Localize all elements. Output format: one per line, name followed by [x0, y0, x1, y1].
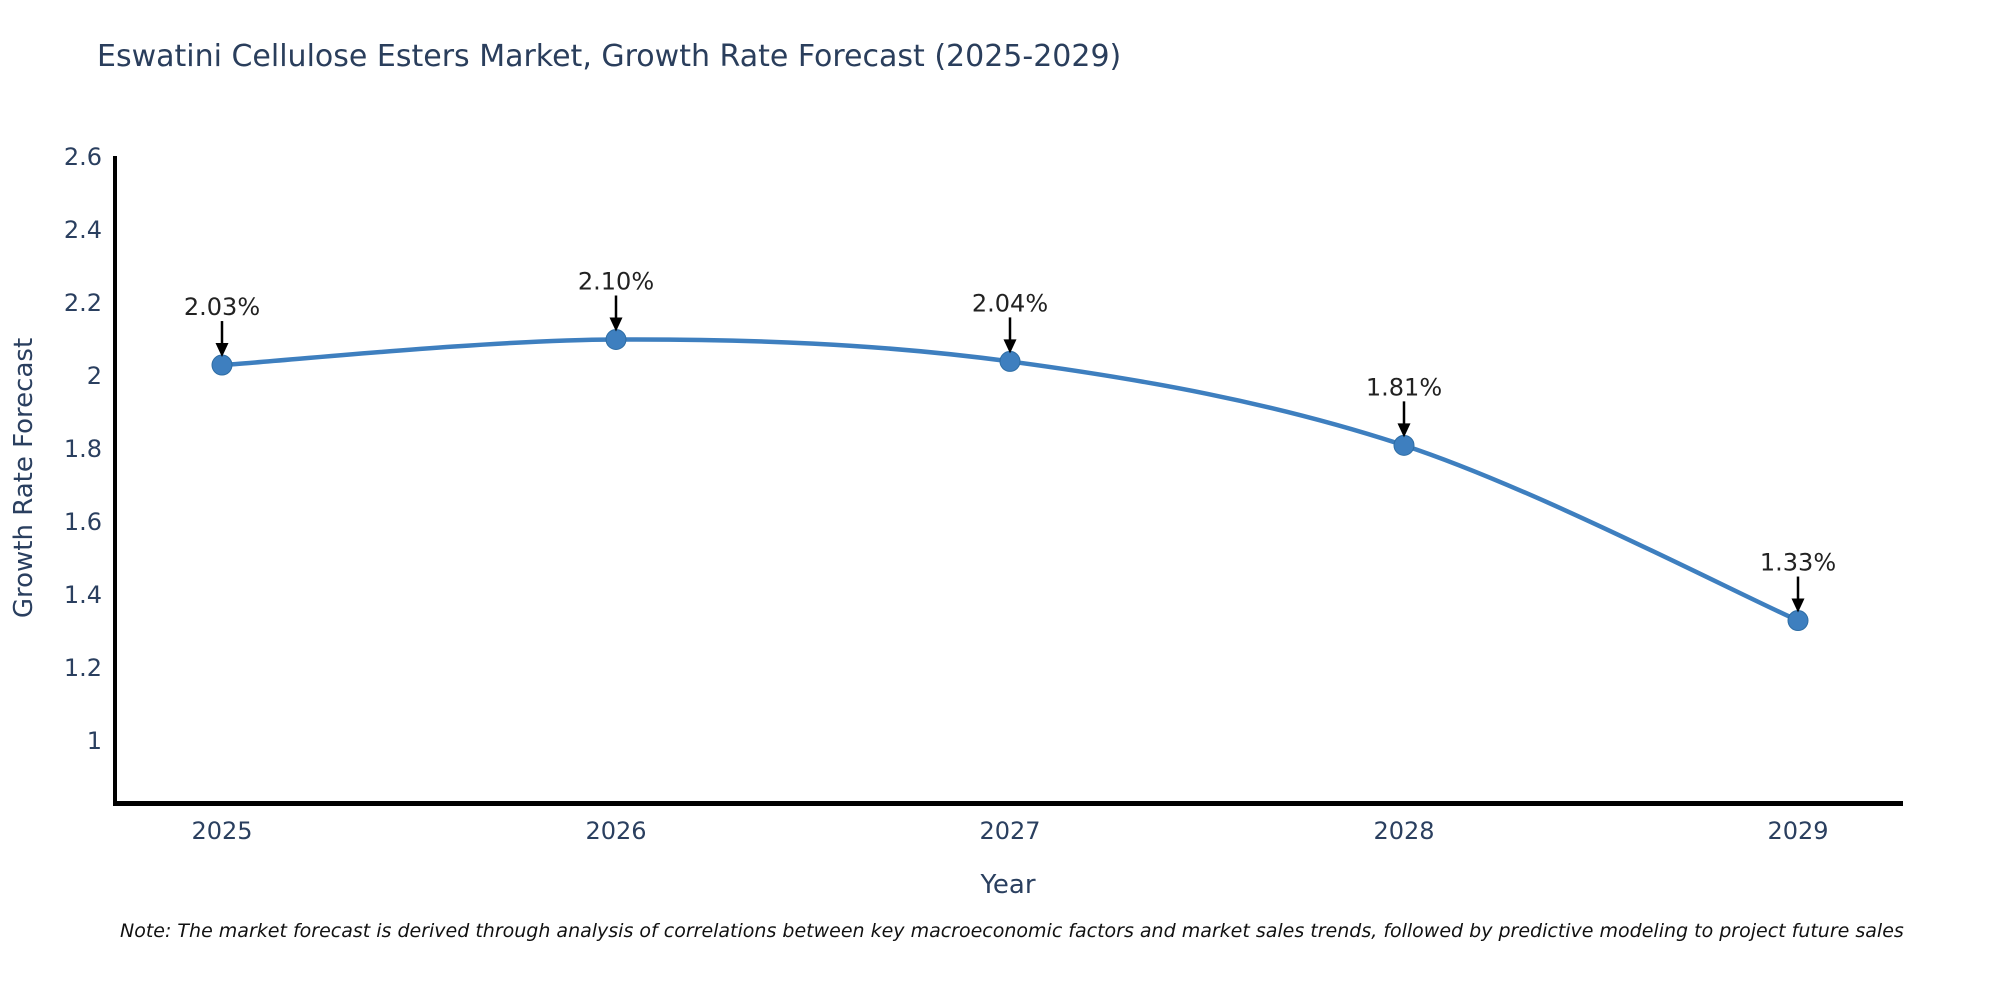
x-tick-label: 2025: [191, 817, 252, 845]
annotation-label: 2.10%: [578, 268, 654, 296]
y-axis-line: [113, 156, 117, 806]
y-tick-label: 2.2: [64, 289, 102, 317]
y-axis-tick-labels: 1 1.2 1.4 1.6 1.8 2 2.2 2.4 2.6: [64, 143, 102, 755]
x-tick-label: 2028: [1373, 817, 1434, 845]
annotation-label: 1.81%: [1366, 373, 1442, 401]
data-point-marker[interactable]: [1393, 434, 1415, 456]
data-point-marker[interactable]: [1787, 610, 1809, 632]
x-axis-title: Year: [979, 870, 1035, 900]
x-axis-line: [113, 801, 1903, 806]
data-point-marker[interactable]: [211, 354, 233, 376]
growth-rate-line: [219, 337, 1801, 623]
y-axis-title: Growth Rate Forecast: [9, 338, 39, 618]
y-tick-label: 2.4: [64, 216, 102, 244]
y-tick-label: 1.8: [64, 435, 102, 463]
x-tick-label: 2026: [585, 817, 646, 845]
annotation-arrow-head: [1397, 423, 1411, 438]
data-point-marker[interactable]: [605, 329, 627, 350]
annotation-arrow-head: [1791, 598, 1805, 613]
annotation-arrow-head: [215, 343, 229, 358]
annotation-label: 1.33%: [1760, 549, 1836, 577]
footnote: Note: The market forecast is derived thr…: [120, 920, 1904, 942]
x-tick-label: 2029: [1767, 817, 1828, 845]
y-tick-label: 1.2: [64, 654, 102, 682]
annotation-arrow-head: [609, 317, 623, 332]
y-tick-label: 2.6: [64, 143, 102, 171]
data-point-marker[interactable]: [999, 350, 1021, 372]
growth-rate-series: [211, 329, 1809, 632]
y-tick-label: 2: [87, 362, 102, 390]
y-tick-label: 1.4: [64, 581, 102, 609]
x-tick-label: 2027: [979, 817, 1040, 845]
chart-title: Eswatini Cellulose Esters Market, Growth…: [97, 39, 1121, 74]
annotation-label: 2.04%: [972, 289, 1048, 317]
point-annotations: 2.03% 2.10% 2.04% 1.81% 1.33%: [184, 268, 1836, 613]
annotation-label: 2.03%: [184, 293, 260, 321]
y-tick-label: 1.6: [64, 508, 102, 536]
annotation-arrow-head: [1003, 339, 1017, 354]
y-tick-label: 1: [87, 727, 102, 755]
x-axis-tick-labels: 2025 2026 2027 2028 2029: [191, 817, 1828, 845]
